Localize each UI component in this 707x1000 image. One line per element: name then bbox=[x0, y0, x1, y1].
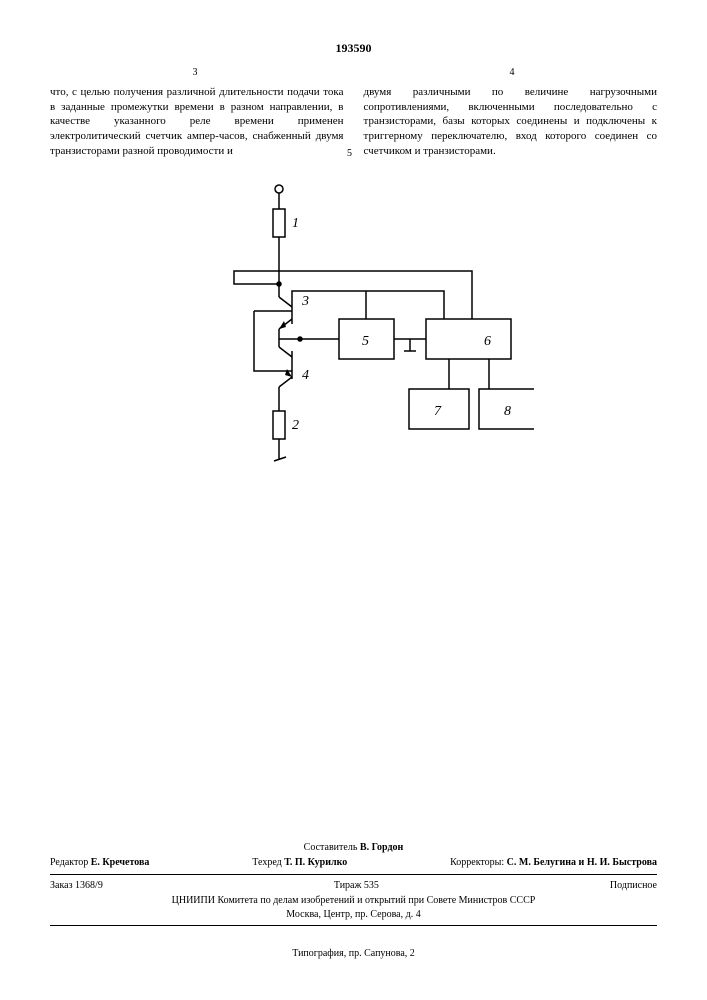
podpisnoe: Подписное bbox=[610, 879, 657, 893]
right-col-number: 4 bbox=[507, 66, 517, 80]
svg-text:3: 3 bbox=[301, 294, 309, 309]
typography-line: Типография, пр. Сапунова, 2 bbox=[0, 947, 707, 961]
left-col-number: 3 bbox=[190, 66, 200, 80]
tirazh: Тираж 535 bbox=[334, 879, 379, 893]
svg-text:7: 7 bbox=[434, 404, 442, 419]
svg-text:4: 4 bbox=[302, 368, 309, 383]
line-number-5: 5 bbox=[347, 147, 352, 161]
right-column-text: двумя различными по величине нагрузочным… bbox=[364, 85, 658, 159]
editor-name: Е. Кречетова bbox=[91, 857, 150, 868]
address-line: Москва, Центр, пр. Серова, д. 4 bbox=[50, 908, 657, 922]
editor-label: Редактор bbox=[50, 857, 88, 868]
tech-label: Техред bbox=[252, 857, 281, 868]
order-number: Заказ 1368/9 bbox=[50, 879, 103, 893]
org-line: ЦНИИПИ Комитета по делам изобретений и о… bbox=[50, 894, 657, 908]
proof-names: С. М. Белугина и Н. И. Быстрова bbox=[507, 857, 657, 868]
compiler-name: В. Гордон bbox=[360, 842, 403, 853]
circuit-diagram: 1 3 bbox=[50, 179, 657, 489]
svg-text:6: 6 bbox=[484, 334, 491, 349]
tech-name: Т. П. Курилко bbox=[284, 857, 347, 868]
footer-block: Составитель В. Гордон Редактор Е. Кречет… bbox=[50, 841, 657, 931]
patent-number: 193590 bbox=[50, 40, 657, 56]
svg-text:8: 8 bbox=[504, 404, 511, 419]
proof-label: Корректоры: bbox=[450, 857, 504, 868]
svg-text:5: 5 bbox=[362, 334, 369, 349]
svg-text:1: 1 bbox=[292, 216, 299, 231]
compiler-label: Составитель bbox=[304, 842, 358, 853]
left-column-text: что, с целью получения различной длитель… bbox=[50, 85, 344, 159]
svg-text:2: 2 bbox=[292, 418, 299, 433]
